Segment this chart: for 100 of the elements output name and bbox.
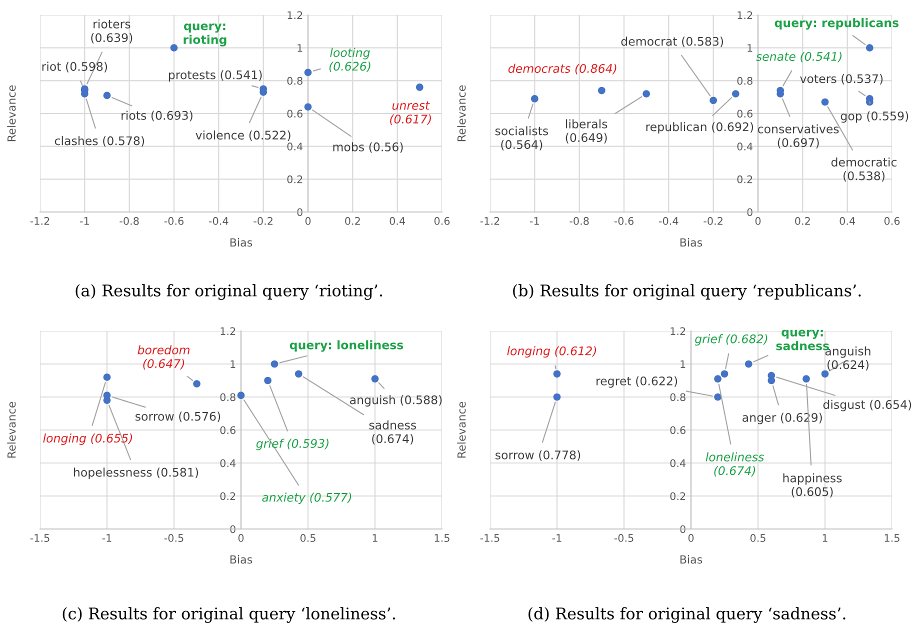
y-tick-label: 0.2 [287, 175, 302, 184]
x-tick-label: 1.5 [434, 534, 450, 542]
x-tick-label: -1 [80, 217, 89, 225]
x-tick-label: 0.5 [300, 534, 316, 542]
x-tick-label: -0.2 [254, 217, 272, 225]
x-tick-label: -1.5 [480, 534, 500, 542]
y-tick-label: 1.2 [220, 327, 236, 335]
y-tick-label: 1 [680, 360, 686, 368]
x-tick-label: -0.4 [659, 217, 678, 225]
x-axis-title: Bias [680, 555, 702, 564]
x-tick-label: 0.6 [434, 217, 450, 225]
x-tick-label: -1 [530, 217, 539, 225]
point [416, 84, 424, 91]
y-tick-label: 1.2 [670, 327, 686, 335]
x-tick-label: 0.6 [884, 217, 900, 225]
point [103, 374, 111, 381]
y-tick-label: 0.8 [670, 393, 686, 402]
x-tick-label: -1.5 [30, 534, 50, 542]
annotation: sorrow (0.576) [136, 412, 220, 422]
x-tick-label: -0.8 [120, 217, 139, 225]
point [553, 370, 561, 378]
x-tick-label: -0.8 [570, 217, 589, 225]
x-tick-label: -1 [552, 534, 562, 542]
x-tick-label: -0.5 [614, 534, 634, 542]
point [720, 370, 728, 378]
annotation: riots (0.693) [122, 110, 192, 122]
x-tick-label: 0.2 [345, 217, 360, 225]
point [744, 360, 752, 368]
y-tick-label: 1 [748, 44, 752, 52]
point [642, 90, 650, 98]
annotation: voters (0.537) [800, 74, 883, 85]
point [237, 392, 245, 400]
text: (a) Results for original query ‘rioting’. [76, 284, 382, 300]
annotation: rioters (0.639) [91, 19, 132, 44]
annotation: unrest (0.617) [390, 101, 431, 125]
y-tick-label: 0.2 [737, 175, 752, 184]
y-tick-label: 1.2 [738, 11, 752, 19]
y-tick-label: 1 [298, 44, 302, 52]
x-tick-label: -1.2 [30, 217, 50, 225]
x-tick-label: -0.4 [209, 217, 228, 225]
annotation: regret (0.622) [596, 376, 678, 388]
point [553, 393, 561, 401]
annotation: clashes (0.578) [54, 136, 144, 147]
y-axis-title: Relevance [457, 402, 466, 458]
annotation: hopelessness (0.581) [74, 468, 198, 480]
y-axis-title: Relevance [457, 85, 466, 142]
annotation: anxiety (0.577) [262, 492, 352, 504]
annotation: anguish (0.588) [350, 395, 442, 407]
point [193, 380, 200, 388]
annotation: socialists (0.564) [495, 126, 548, 150]
point [304, 68, 312, 76]
x-tick-label: -0.6 [614, 217, 634, 225]
x-tick-label: 0 [305, 217, 311, 225]
x-tick-label: 0.2 [795, 217, 810, 225]
y-tick-label: 1 [230, 360, 236, 368]
annotation: longing (0.612) [507, 346, 596, 358]
annotation: sadness (0.674) [369, 420, 416, 445]
x-tick-label: 0 [755, 217, 761, 225]
x-tick-label: -0.5 [164, 534, 184, 542]
annotation: anger (0.629) [742, 412, 822, 424]
annotation: republican (0.692) [646, 122, 754, 134]
point [264, 376, 272, 384]
point [530, 95, 538, 102]
text: (b) Results for original query ‘republicans’. [513, 284, 861, 300]
point [170, 44, 178, 52]
annotation: liberals (0.649) [566, 119, 608, 144]
x-tick-label: -1.2 [480, 217, 500, 225]
x-tick-label: 1.5 [884, 534, 900, 542]
x-axis-title: Bias [680, 238, 702, 247]
annotation: sorrow (0.778) [496, 450, 580, 461]
annotation: democratic (0.538) [831, 157, 896, 182]
y-axis-title: Relevance [7, 402, 16, 458]
annotation: looting (0.626) [329, 48, 370, 72]
annotation: conservatives (0.697) [758, 124, 839, 148]
annotation: grief (0.593) [256, 438, 328, 450]
annotation: senate (0.541) [756, 52, 842, 62]
point [821, 370, 829, 378]
point [714, 375, 722, 383]
y-tick-label: 1.2 [288, 11, 302, 19]
y-tick-label: 0.6 [287, 110, 302, 118]
annotation: loneliness (0.674) [706, 452, 764, 476]
annotation: query: rioting [184, 24, 226, 46]
annotation: longing (0.655) [43, 433, 132, 445]
y-tick-label: 0.8 [737, 76, 752, 85]
x-axis-title: Bias [230, 555, 252, 564]
x-tick-label: 1 [372, 534, 378, 542]
x-tick-label: -1 [102, 534, 112, 542]
point [710, 96, 718, 104]
annotation: democrat (0.583) [621, 36, 724, 48]
annotation: democrats (0.864) [508, 64, 616, 74]
y-tick-label: 0.2 [220, 492, 236, 500]
point [103, 396, 111, 404]
y-tick-label: 0.4 [737, 142, 753, 150]
x-tick-label: 1 [822, 534, 828, 542]
y-tick-label: 0.2 [670, 492, 686, 500]
point [598, 86, 606, 94]
annotation: disgust (0.654) [823, 400, 912, 412]
point [866, 44, 874, 52]
point [821, 98, 829, 106]
y-tick-label: 0.4 [220, 459, 236, 468]
